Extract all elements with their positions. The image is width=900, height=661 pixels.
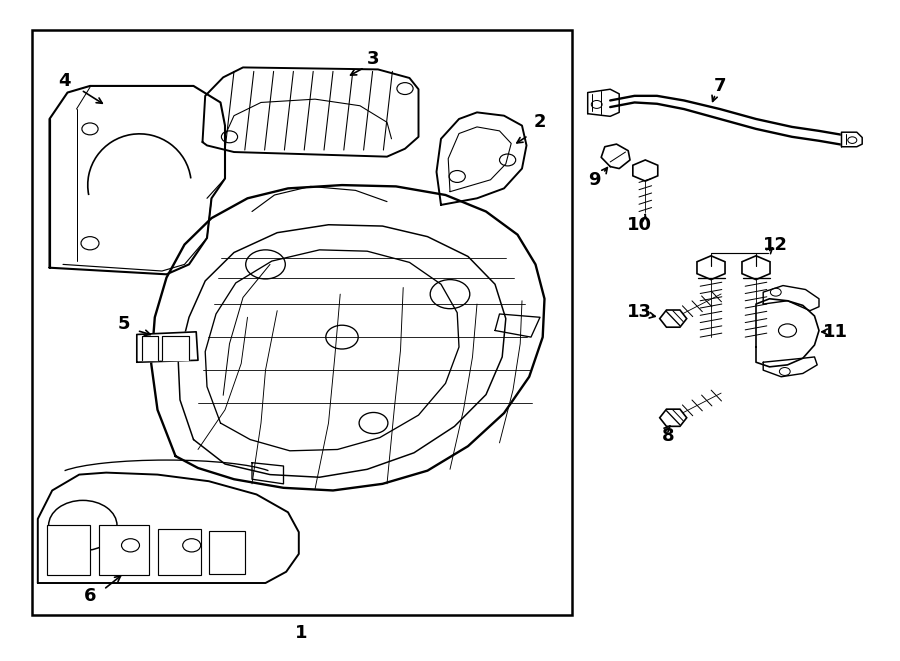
Polygon shape bbox=[38, 473, 299, 583]
Text: 9: 9 bbox=[588, 171, 600, 189]
Text: 8: 8 bbox=[662, 427, 674, 446]
Bar bbox=[32, 30, 572, 615]
Text: 5: 5 bbox=[118, 315, 130, 333]
Polygon shape bbox=[137, 332, 198, 362]
Text: 1: 1 bbox=[295, 624, 308, 642]
Polygon shape bbox=[763, 286, 819, 311]
Text: 13: 13 bbox=[626, 303, 652, 321]
Bar bbox=[209, 531, 245, 574]
Polygon shape bbox=[842, 132, 862, 147]
Bar bbox=[158, 529, 201, 575]
Bar bbox=[47, 525, 90, 575]
Bar bbox=[99, 525, 148, 575]
Polygon shape bbox=[142, 336, 157, 360]
Polygon shape bbox=[178, 225, 506, 477]
Polygon shape bbox=[756, 299, 819, 367]
Text: 6: 6 bbox=[84, 587, 96, 605]
Text: 2: 2 bbox=[534, 113, 546, 132]
Text: 11: 11 bbox=[823, 323, 848, 341]
Polygon shape bbox=[50, 86, 225, 274]
Text: 12: 12 bbox=[763, 235, 788, 254]
Polygon shape bbox=[601, 144, 630, 169]
Polygon shape bbox=[763, 357, 817, 377]
Polygon shape bbox=[588, 89, 619, 116]
Text: 7: 7 bbox=[714, 77, 726, 95]
Polygon shape bbox=[151, 185, 544, 490]
Text: 4: 4 bbox=[58, 71, 71, 90]
Text: 10: 10 bbox=[626, 215, 652, 234]
Polygon shape bbox=[436, 112, 526, 205]
Polygon shape bbox=[162, 336, 189, 360]
Polygon shape bbox=[495, 314, 540, 337]
Polygon shape bbox=[202, 67, 418, 157]
Text: 3: 3 bbox=[367, 50, 380, 69]
Polygon shape bbox=[252, 463, 284, 484]
